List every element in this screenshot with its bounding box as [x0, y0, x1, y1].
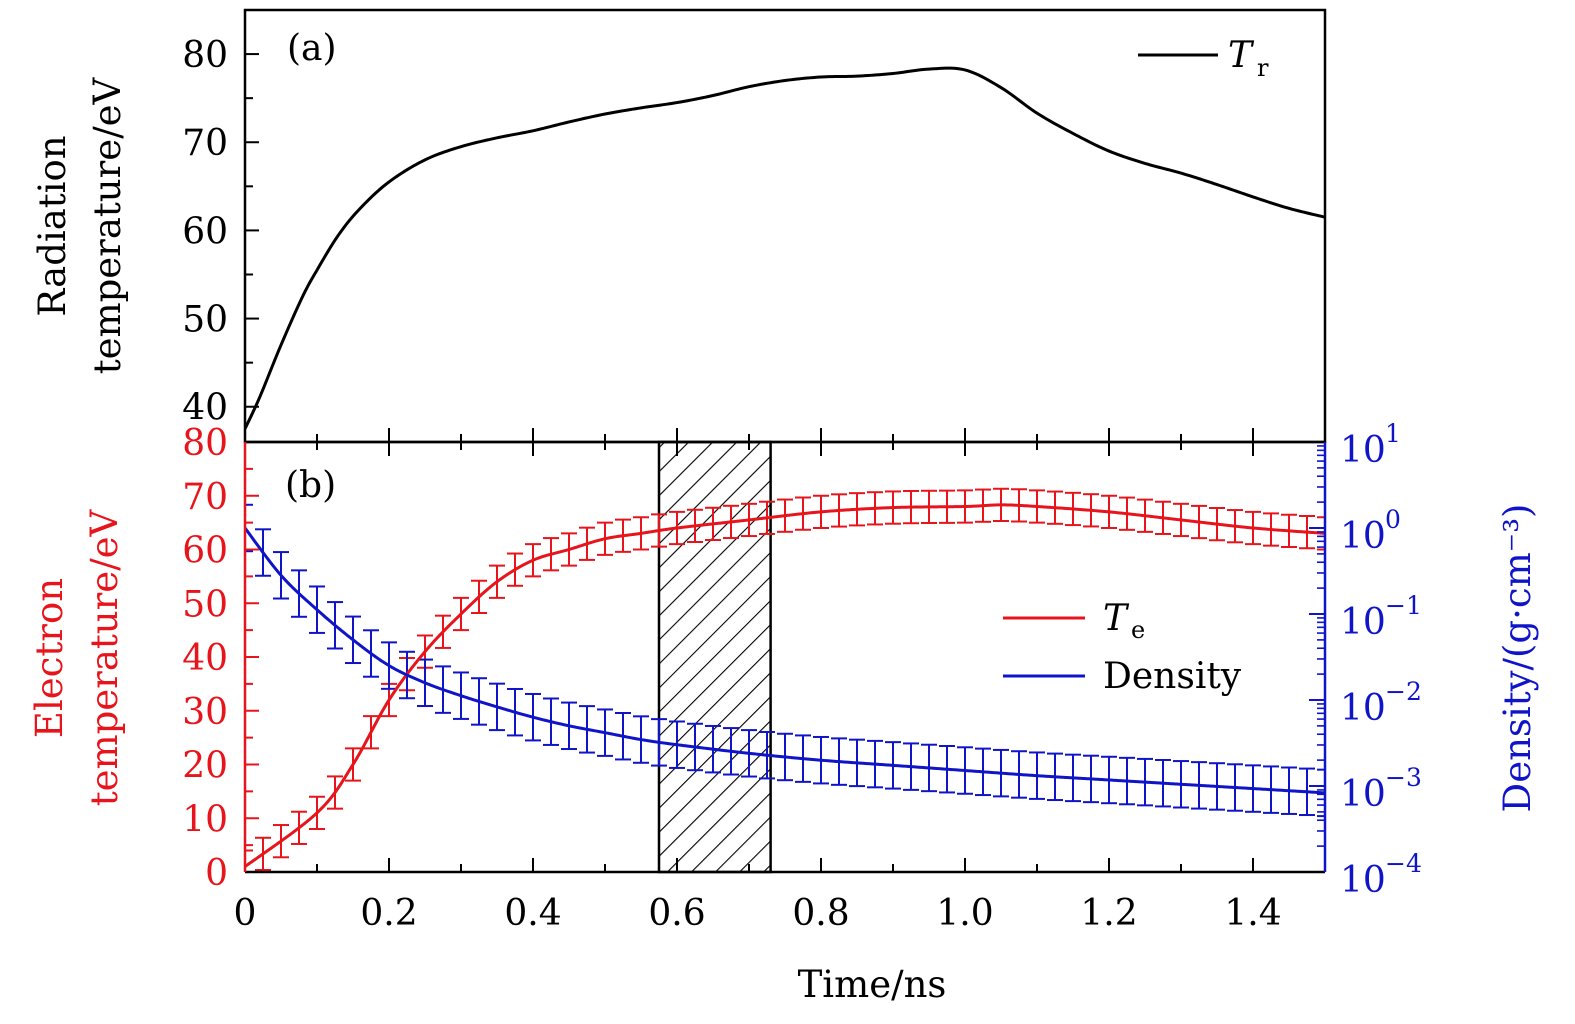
right-y-tick-exponent: −4: [1385, 849, 1422, 878]
right-y-tick-base: 10: [1340, 860, 1386, 901]
legend-density-label: Density: [1103, 656, 1242, 697]
x-tick-label: 0.4: [504, 893, 561, 934]
left-y-tick-label: 70: [182, 477, 228, 518]
left-y-tick-labels: 0 10 20 30 40 50 60 70 80: [182, 423, 228, 894]
panel-a-legend: T r: [1138, 35, 1269, 82]
density-error-bar: [245, 503, 253, 553]
panel-a-y-title-line1: Radiation: [31, 135, 74, 316]
legend-te-label: T: [1103, 598, 1130, 639]
right-y-tick-exponent: −3: [1385, 763, 1422, 792]
density-line: [245, 527, 1325, 795]
panel-b-left-axis-title: Electron temperature/eV: [28, 508, 126, 806]
right-y-tick-label: 10 −2: [1340, 677, 1422, 729]
left-y-tick-label: 0: [205, 853, 228, 894]
left-y-title-line1: Electron: [28, 578, 71, 738]
right-y-tick-base: 10: [1340, 774, 1386, 815]
right-y-title: Density/(g·cm⁻³): [1496, 504, 1539, 813]
panel-b: 0 0.2 0.4 0.6 0.8 1.0 1.2 1.4 01020304050607080…: [28, 419, 1539, 1006]
right-y-tick-base: 10: [1340, 688, 1386, 729]
panel-a-y-tick-label: 70: [182, 123, 228, 164]
shaded-region: [657, 440, 772, 874]
x-axis-title: Time/ns: [798, 963, 947, 1006]
right-y-tick-base: 10: [1340, 430, 1386, 471]
panel-a-y-tick-label: 60: [182, 211, 228, 252]
right-y-tick-label: 10 −4: [1340, 849, 1422, 901]
right-y-tick-exponent: −1: [1385, 591, 1422, 620]
x-tick-labels: 0 0.2 0.4 0.6 0.8 1.0 1.2 1.4: [234, 893, 1282, 934]
legend-tr-subscript: r: [1257, 54, 1269, 82]
legend-te-subscript: e: [1131, 616, 1145, 644]
x-tick-label: 1.4: [1224, 893, 1281, 934]
panel-a: 40 50 60 70 80 (a) T r Radiation temperature…: [31, 8, 1327, 444]
panel-a-frame: [243, 8, 1327, 444]
panel-a-y-axis-title: Radiation temperature/eV: [31, 76, 129, 374]
density-error-bar: [1317, 768, 1325, 818]
panel-b-right-axis-title: Density/(g·cm⁻³): [1496, 504, 1539, 813]
panel-b-tag: (b): [285, 465, 336, 506]
electron-temperature-line: [245, 503, 1325, 868]
right-y-tick-label: 10 −3: [1340, 763, 1422, 815]
left-y-tick-label: 20: [182, 746, 228, 787]
left-y-tick-label: 10: [182, 799, 228, 840]
left-y-tick-label: 60: [182, 531, 228, 572]
right-y-tick-exponent: 0: [1385, 505, 1401, 534]
panel-a-y-tick-label: 50: [182, 300, 228, 341]
left-y-tick-label: 40: [182, 638, 228, 679]
right-y-tick-base: 10: [1340, 516, 1386, 557]
panel-b-legend: T e Density: [1003, 598, 1242, 697]
legend-tr-label: T: [1228, 35, 1255, 76]
right-y-tick-exponent: 1: [1385, 419, 1401, 448]
x-tick-label: 1.2: [1080, 893, 1137, 934]
right-y-tick-base: 10: [1340, 602, 1386, 643]
x-tick-label: 0.8: [792, 893, 849, 934]
panel-a-y-tick-labels: 40 50 60 70 80: [182, 35, 228, 429]
right-y-tick-label: 10 1: [1340, 419, 1401, 471]
radiation-temperature-line: [245, 66, 1325, 430]
left-y-tick-label: 50: [182, 584, 228, 625]
te-error-bar: [245, 849, 253, 872]
x-tick-label: 0.6: [648, 893, 705, 934]
right-y-tick-label: 10 −1: [1340, 591, 1422, 643]
left-y-tick-label: 80: [182, 423, 228, 464]
right-y-tick-exponent: −2: [1385, 677, 1422, 706]
panel-a-ticks: [244, 9, 1326, 442]
te-error-bar: [1317, 516, 1325, 551]
panel-a-tag: (a): [287, 28, 337, 69]
panel-a-y-title-line2: temperature/eV: [86, 76, 129, 374]
x-tick-label: 1.0: [936, 893, 993, 934]
panel-a-y-tick-label: 40: [182, 388, 228, 429]
x-tick-label: 0.2: [360, 893, 417, 934]
left-y-tick-label: 30: [182, 692, 228, 733]
x-tick-label: 0: [234, 893, 257, 934]
right-y-tick-label: 10 0: [1340, 505, 1401, 557]
panel-a-y-tick-label: 80: [182, 35, 228, 76]
left-y-title-line2: temperature/eV: [83, 508, 126, 806]
